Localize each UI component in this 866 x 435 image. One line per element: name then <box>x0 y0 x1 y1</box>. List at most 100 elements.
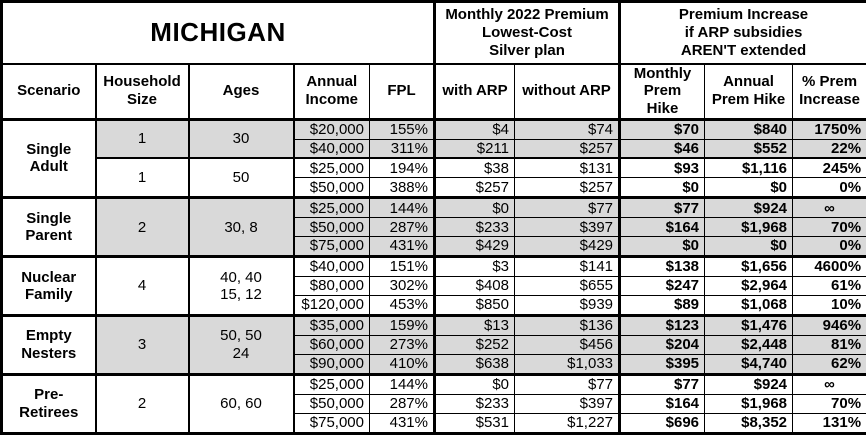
cell-pct-prem-increase: 0% <box>792 177 866 199</box>
cell-with-arp: $0 <box>433 373 515 396</box>
cell-without-arp: $77 <box>513 373 621 396</box>
cell-with-arp: $13 <box>433 314 515 337</box>
cell-pct-prem-increase: 70% <box>792 394 866 414</box>
cell-monthly-prem-hike: $164 <box>618 217 706 238</box>
cell-annual-income: $120,000 <box>292 295 370 317</box>
cell-ages: 40, 40 15, 12 <box>187 255 294 317</box>
cell-household-size: 2 <box>94 196 189 258</box>
cell-with-arp: $0 <box>433 196 515 219</box>
table-row: $75,000 431% $429 $429 $0 $0 0% <box>2 236 866 258</box>
cell-pct-prem-increase: 61% <box>792 276 866 297</box>
table-row: Single Adult 1 30 $20,000 155% $4 $74 $70 $840 17… <box>1 118 866 199</box>
cell-annual-prem-hike: $2,964 <box>704 276 794 297</box>
cell-pct-prem-increase: 62% <box>792 354 866 376</box>
cell-fpl: 155% <box>369 118 435 140</box>
cell-with-arp: $638 <box>433 354 515 376</box>
cell-monthly-prem-hike: $89 <box>618 295 706 317</box>
cell-monthly-prem-hike: $77 <box>618 196 706 219</box>
cell-annual-prem-hike: $4,740 <box>704 354 794 376</box>
cell-fpl: 302% <box>369 276 435 297</box>
cell-monthly-prem-hike: $247 <box>618 276 706 297</box>
column-header-row: Scenario Household Size Ages Annual Inco… <box>1 63 866 121</box>
cell-without-arp: $939 <box>513 295 621 317</box>
cell-ages: 30, 8 <box>187 196 294 258</box>
cell-with-arp: $4 <box>433 118 515 140</box>
cell-with-arp: $850 <box>433 295 515 317</box>
col-header-annual-income: Annual Income <box>292 63 370 121</box>
cell-fpl: 287% <box>369 394 435 414</box>
col-header-without-arp: without ARP <box>513 63 621 121</box>
cell-fpl: 287% <box>369 217 435 238</box>
cell-scenario: Empty Nesters <box>1 314 96 376</box>
cell-pct-prem-increase: 81% <box>792 335 866 356</box>
cell-fpl: 151% <box>369 255 435 278</box>
cell-ages: 30 <box>187 118 294 159</box>
cell-with-arp: $408 <box>433 276 515 297</box>
cell-annual-prem-hike: $924 <box>704 373 794 396</box>
cell-fpl: 144% <box>369 196 435 219</box>
cell-monthly-prem-hike: $123 <box>618 314 706 337</box>
cell-annual-income: $90,000 <box>292 354 370 376</box>
cell-household-size: 3 <box>94 314 189 376</box>
cell-annual-income: $80,000 <box>292 276 370 297</box>
increase-group-header: Premium Increase if ARP subsidies AREN'T… <box>618 1 866 65</box>
table-row: Pre- Retirees 2 60, 60 $25,000 144% $0 $77 $77 $… <box>1 373 866 434</box>
cell-without-arp: $141 <box>513 255 621 278</box>
cell-fpl: 194% <box>369 157 435 179</box>
cell-without-arp: $74 <box>513 118 621 140</box>
cell-with-arp: $531 <box>433 413 515 434</box>
cell-pct-prem-increase: ∞ <box>792 373 866 396</box>
table-row: $80,000 302% $408 $655 $247 $2,964 61% <box>2 276 866 297</box>
table-row: $60,000 273% $252 $456 $204 $2,448 81% <box>2 335 866 356</box>
cell-with-arp: $252 <box>433 335 515 356</box>
cell-monthly-prem-hike: $696 <box>618 413 706 434</box>
cell-without-arp: $1,227 <box>513 413 621 434</box>
table-row: $75,000 431% $531 $1,227 $696 $8,352 131% <box>2 413 866 434</box>
cell-without-arp: $456 <box>513 335 621 356</box>
col-header-household-size: Household Size <box>94 63 189 121</box>
cell-annual-income: $35,000 <box>292 314 370 337</box>
cell-pct-prem-increase: 22% <box>792 138 866 159</box>
cell-fpl: 159% <box>369 314 435 337</box>
cell-annual-income: $50,000 <box>292 177 370 199</box>
cell-annual-prem-hike: $2,448 <box>704 335 794 356</box>
cell-household-size: 1 <box>94 118 189 159</box>
cell-with-arp: $257 <box>433 177 515 199</box>
cell-with-arp: $233 <box>433 217 515 238</box>
cell-monthly-prem-hike: $164 <box>618 394 706 414</box>
cell-fpl: 431% <box>369 413 435 434</box>
cell-ages: 50, 50 24 <box>187 314 294 376</box>
col-header-fpl: FPL <box>369 63 435 121</box>
cell-pct-prem-increase: 946% <box>792 314 866 337</box>
cell-fpl: 144% <box>369 373 435 396</box>
cell-pct-prem-increase: 10% <box>792 295 866 317</box>
cell-fpl: 273% <box>369 335 435 356</box>
cell-annual-income: $40,000 <box>292 255 370 278</box>
cell-monthly-prem-hike: $70 <box>618 118 706 140</box>
cell-monthly-prem-hike: $204 <box>618 335 706 356</box>
col-header-with-arp: with ARP <box>433 63 515 121</box>
cell-with-arp: $233 <box>433 394 515 414</box>
cell-ages: 60, 60 <box>187 373 294 434</box>
cell-annual-prem-hike: $1,116 <box>704 157 794 179</box>
cell-with-arp: $3 <box>433 255 515 278</box>
table-row: Empty Nesters 3 50, 50 24 $35,000 159% $13 $13… <box>1 314 866 376</box>
cell-fpl: 453% <box>369 295 435 317</box>
cell-with-arp: $211 <box>433 138 515 159</box>
cell-without-arp: $136 <box>513 314 621 337</box>
cell-without-arp: $397 <box>513 217 621 238</box>
cell-annual-income: $20,000 <box>292 118 370 140</box>
col-header-pct-prem-increase: % Prem Increase <box>792 63 866 121</box>
cell-pct-prem-increase: 131% <box>792 413 866 434</box>
cell-pct-prem-increase: 0% <box>792 236 866 258</box>
col-header-scenario: Scenario <box>1 63 96 121</box>
cell-monthly-prem-hike: $0 <box>618 177 706 199</box>
table-row: $40,000 311% $211 $257 $46 $552 22% <box>2 138 866 159</box>
cell-annual-prem-hike: $0 <box>704 236 794 258</box>
cell-without-arp: $257 <box>513 138 621 159</box>
cell-scenario: Single Parent <box>1 196 96 258</box>
cell-annual-income: $50,000 <box>292 217 370 238</box>
cell-annual-income: $25,000 <box>292 373 370 396</box>
cell-annual-income: $25,000 <box>292 157 370 179</box>
